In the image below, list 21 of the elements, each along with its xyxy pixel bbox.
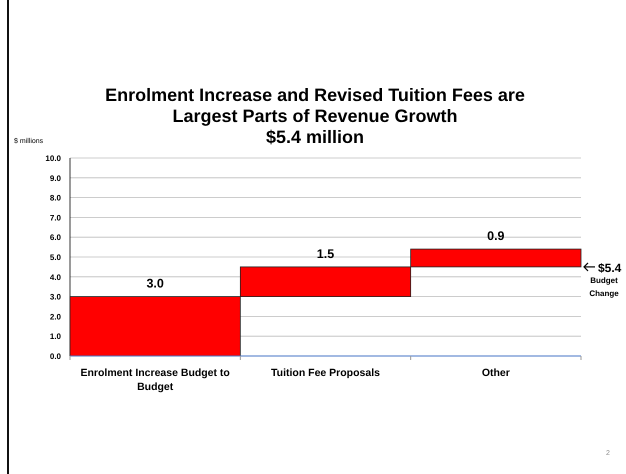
y-tick-label: 9.0 bbox=[50, 174, 62, 183]
data-label: 1.5 bbox=[316, 246, 334, 261]
y-tick-label: 5.0 bbox=[50, 253, 62, 262]
x-tick-label: Other bbox=[482, 367, 510, 379]
text: Budget Change bbox=[589, 276, 620, 298]
y-tick-label: 3.0 bbox=[50, 292, 62, 302]
y-tick-label: 1.0 bbox=[50, 332, 62, 342]
x-tick-label: Enrolment Increase Budget to Budget bbox=[80, 367, 230, 393]
x-tick-label: Tuition Fee Proposals bbox=[271, 367, 380, 379]
chart-subtitle: $5.4 million bbox=[266, 127, 364, 147]
text: $5.4 bbox=[598, 260, 622, 275]
y-tick-label: 10.0 bbox=[45, 154, 62, 163]
data-label: 0.9 bbox=[487, 229, 505, 244]
y-tick-label: 2.0 bbox=[50, 312, 62, 322]
y-tick-label: 8.0 bbox=[50, 194, 62, 203]
y-tick-label: 0.0 bbox=[50, 352, 62, 361]
y-tick-label: 7.0 bbox=[50, 213, 62, 222]
chart-title: Enrolment Increase and Revised Tuition Fees are Largest Parts of Revenue Growth bbox=[105, 85, 525, 126]
y-tick-label: 4.0 bbox=[50, 272, 62, 282]
data-label: 3.0 bbox=[146, 276, 164, 291]
y-tick-label: 6.0 bbox=[50, 233, 62, 242]
